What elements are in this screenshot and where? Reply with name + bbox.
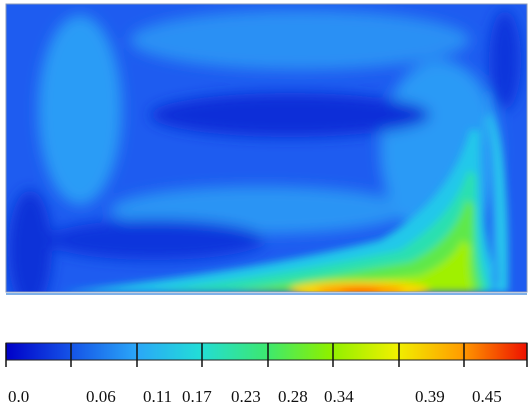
colorbar-tick-label-1: 0.06 (86, 387, 116, 406)
colorbar-tick-label-6: 0.34 (324, 387, 354, 406)
colorbar-tick-label-4: 0.23 (231, 387, 261, 406)
colorbar-tick-label-3: 0.17 (182, 387, 212, 406)
colorbar-tick-label-7: 0.39 (415, 387, 445, 406)
colorbar-ticks (5, 343, 528, 367)
colorbar-tick-label-0: 0.0 (8, 387, 30, 406)
flow-domain (6, 4, 527, 292)
colorbar-tick-label-2: 0.11 (143, 387, 173, 406)
colorbar-tick-label-8: 0.45 (472, 387, 502, 406)
colorbar-tick-label-5: 0.28 (278, 387, 308, 406)
colorbar (5, 342, 528, 367)
